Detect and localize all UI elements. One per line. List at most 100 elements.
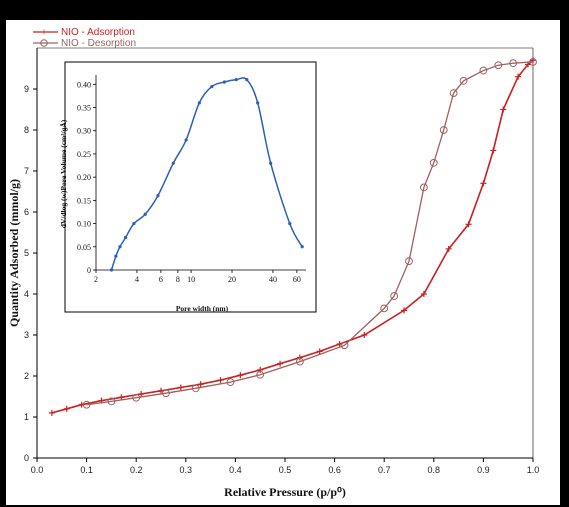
inset-y-tick-label: 0 (87, 266, 91, 275)
desorption-point (340, 341, 349, 350)
desorption-point (429, 158, 438, 167)
inset-x-tick-label: 60 (293, 275, 301, 284)
pore-distribution-point (245, 78, 249, 82)
main-y-tick-label: 2 (24, 371, 29, 381)
adsorption-point (361, 332, 368, 338)
main-y-tick-label: 4 (24, 289, 29, 299)
adsorption-point (138, 391, 145, 398)
desorption-point (509, 59, 518, 68)
desorption-point (390, 292, 399, 300)
inset-y-tick-label: 0.35 (77, 104, 91, 113)
main-x-tick-label: 0.5 (279, 465, 292, 475)
inset-x-tick-label: 6 (159, 275, 163, 284)
pore-distribution-point (132, 221, 136, 226)
adsorption-point (177, 384, 184, 391)
main-x-tick-label: 0.8 (428, 465, 441, 475)
desorption-point (494, 61, 503, 70)
inset-y-axis-title: dV/dlog (w)Pore Volume (cm³/gÅ) (59, 119, 68, 228)
desorption-point (191, 384, 200, 393)
adsorption-point (48, 409, 55, 416)
pore-distribution-point (234, 78, 238, 82)
desorption-point (419, 183, 428, 192)
inset-x-tick-label: 20 (228, 275, 236, 284)
inset-y-tick-label: 0.05 (77, 243, 91, 252)
main-y-tick-label: 8 (24, 125, 29, 135)
main-ticks: 0.0 0.1 0.2 0.3 0.4 0.5 0.6 0.7 0.8 0.9 1.0 0 1 2 3 4 5 6… (24, 84, 539, 475)
desorption-point (449, 89, 458, 97)
desorption-point (107, 397, 116, 406)
desorption-line (86, 61, 534, 406)
adsorption-point (465, 221, 472, 228)
main-y-axis-title: Quantity Adsorbed (mmol/g) (7, 179, 21, 327)
desorption-point (256, 370, 265, 379)
main-x-tick-label: 0.2 (130, 465, 143, 475)
legend-adsorption-marker: + (41, 27, 47, 39)
pore-distribution-point (114, 254, 118, 258)
adsorption-point (316, 348, 323, 355)
inset-x-tick-label: 2 (94, 275, 98, 284)
inset-x-tick-label: 8 (176, 275, 180, 284)
adsorption-point (277, 360, 284, 367)
inset-x-tick-label: 40 (269, 275, 277, 284)
desorption-point (295, 357, 304, 366)
inset-y-tick-label: 0.40 (77, 80, 91, 89)
main-series (48, 57, 537, 416)
inset-y-tick-label: 0.20 (77, 173, 91, 182)
legend-desorption-label: NIO - Desorption (61, 38, 136, 49)
pore-distribution-point (256, 101, 260, 105)
main-x-tick-label: 0.1 (80, 465, 93, 475)
inset-y-tick-label: 0.10 (77, 220, 91, 229)
main-y-tick-label: 1 (24, 412, 29, 422)
main-x-tick-label: 1.0 (527, 465, 540, 475)
inset-ticks: 2 4 6 8 10 20 40 60 0 0.05 0.10 0.15 0.20 0.25 0.30 0.3… (77, 75, 306, 284)
inset-y-tick-label: 0.15 (77, 196, 91, 205)
pore-distribution-point (109, 268, 114, 272)
pore-distribution-point (222, 80, 227, 84)
desorption-point (132, 393, 141, 402)
pore-distribution-point (143, 212, 147, 216)
main-y-tick-label: 5 (24, 248, 29, 258)
desorption-point (162, 389, 170, 398)
main-y-tick-label: 6 (24, 207, 29, 217)
inset-series (109, 77, 304, 272)
adsorption-point (197, 381, 204, 388)
main-x-tick-label: 0.3 (180, 465, 193, 475)
main-y-tick-label: 0 (24, 453, 29, 463)
adsorption-point (420, 291, 427, 297)
main-x-tick-label: 0.7 (378, 465, 391, 475)
pore-distribution-point (171, 161, 175, 165)
main-x-tick-label: 0.4 (229, 465, 242, 475)
adsorption-point (237, 372, 244, 379)
inset-chart: 2 4 6 8 10 20 40 60 0 0.05 0.10 0.15 0.20 0.25 0.30 0.3… (59, 61, 317, 313)
desorption-point (405, 257, 413, 266)
adsorption-point (490, 147, 497, 154)
pore-distribution-point (197, 101, 201, 105)
inset-y-tick-label: 0.25 (77, 150, 91, 159)
pore-distribution-point (184, 138, 188, 142)
desorption-point (459, 76, 468, 85)
main-x-tick-label: 0.6 (328, 465, 341, 475)
desorption-point (529, 58, 537, 66)
inset-y-tick-label: 0.30 (77, 127, 91, 136)
main-x-tick-label: 0.9 (477, 465, 490, 475)
pore-distribution-point (156, 194, 160, 198)
desorption-point (82, 400, 91, 409)
main-x-tick-label: 0.0 (31, 465, 44, 475)
adsorption-point (500, 106, 507, 113)
pore-distribution-point (269, 161, 273, 165)
adsorption-point (217, 377, 224, 384)
main-y-tick-label: 3 (24, 330, 29, 340)
desorption-point (226, 378, 235, 387)
inset-x-tick-label: 10 (187, 275, 195, 284)
adsorption-point (515, 73, 522, 80)
inset-x-tick-label: 4 (135, 275, 139, 284)
desorption-point (479, 66, 488, 75)
desorption-point (380, 304, 389, 313)
pore-distribution-point (288, 221, 292, 226)
adsorption-point (480, 180, 487, 187)
chart-panel: + NIO - Adsorption NIO - Desorption 0.0 0… (6, 20, 560, 505)
pore-distribution-point (118, 245, 122, 249)
main-y-tick-label: 9 (24, 84, 29, 94)
adsorption-point (445, 245, 452, 252)
